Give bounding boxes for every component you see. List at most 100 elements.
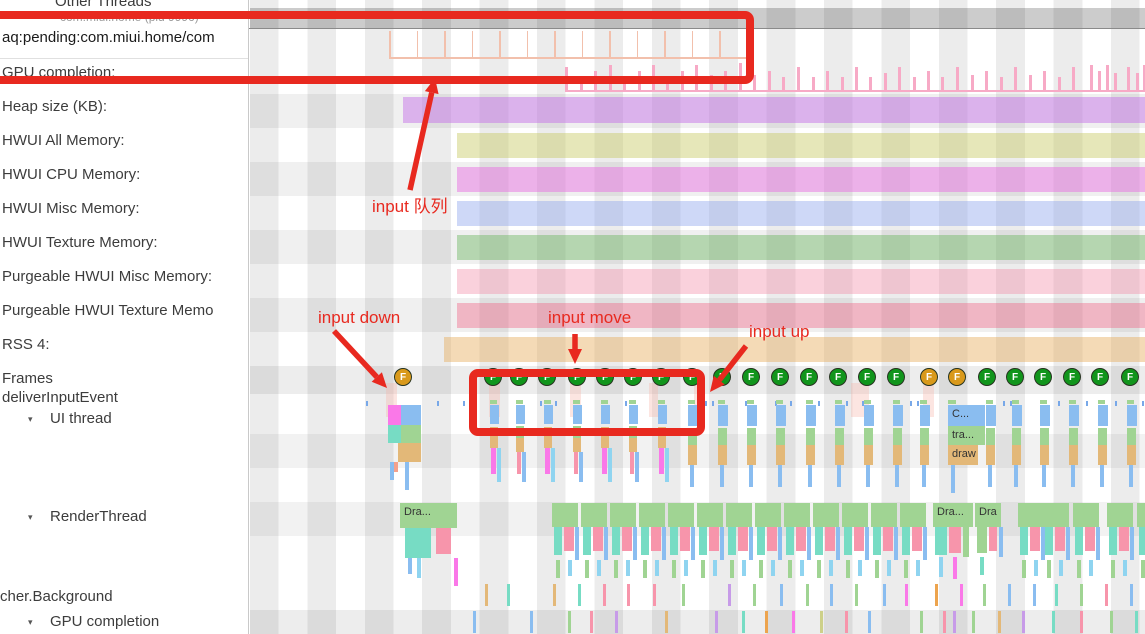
render-thread-slice[interactable] (858, 560, 862, 576)
render-thread-slice[interactable] (612, 527, 620, 555)
ui-thread-slice[interactable] (516, 426, 524, 438)
ui-thread-slice[interactable] (1127, 400, 1134, 404)
ui-thread-slice[interactable] (718, 400, 725, 404)
gpu-completion-tick[interactable] (812, 77, 815, 91)
ui-thread-slice[interactable] (690, 465, 694, 487)
render-thread-slice[interactable] (738, 527, 748, 551)
ui-thread-slice[interactable] (1040, 405, 1050, 426)
ui-thread-slice[interactable] (776, 405, 786, 426)
gpu-completion-tick[interactable] (739, 63, 742, 91)
render-thread-slice[interactable] (980, 557, 984, 575)
ui-thread-slice[interactable] (573, 438, 581, 452)
gpu-completion-thread-tick[interactable] (1022, 611, 1025, 633)
background-thread-tick[interactable] (806, 584, 809, 606)
ui-thread-slice[interactable] (516, 438, 524, 452)
collapse-triangle-icon[interactable]: ▾ (28, 617, 33, 627)
gpu-completion-tick[interactable] (609, 65, 612, 91)
render-thread-slice[interactable] (883, 527, 893, 551)
gpu-completion-tick[interactable] (1090, 65, 1093, 91)
render-thread-slice[interactable] (1077, 560, 1081, 578)
render-thread-slice[interactable] (842, 503, 868, 527)
ui-thread-slice[interactable] (1100, 465, 1104, 487)
track-label-other-threads[interactable]: Other Threads (55, 0, 152, 10)
gpu-completion-tick[interactable] (753, 75, 756, 91)
render-thread-slice[interactable] (1096, 527, 1100, 560)
gpu-completion-tick[interactable] (941, 77, 944, 91)
frame-marker-green[interactable]: F (538, 368, 556, 386)
render-thread-slice[interactable] (767, 527, 777, 551)
gpu-completion-tick[interactable] (1043, 71, 1046, 91)
ui-thread-slice[interactable]: C... (948, 405, 985, 426)
gpu-completion-tick[interactable] (724, 71, 727, 91)
render-thread-slice[interactable] (1055, 527, 1065, 551)
background-thread-tick[interactable] (905, 584, 908, 606)
aq-pending-tick[interactable] (416, 31, 418, 57)
render-thread-slice[interactable] (923, 527, 927, 560)
render-thread-slice[interactable] (1137, 503, 1145, 527)
ui-thread-slice[interactable] (574, 452, 578, 474)
track-label-heap-size[interactable]: Heap size (KB): (2, 98, 108, 115)
ui-thread-slice[interactable] (893, 445, 902, 465)
render-thread-slice[interactable] (939, 557, 943, 577)
input-event-tick[interactable] (818, 401, 820, 406)
gpu-completion-tick[interactable] (1114, 73, 1117, 91)
ui-thread-slice[interactable] (776, 445, 785, 465)
render-thread-slice[interactable] (604, 527, 608, 560)
render-thread-slice[interactable] (655, 560, 659, 576)
render-thread-slice[interactable] (581, 503, 607, 527)
ui-thread-slice[interactable] (835, 405, 845, 426)
ui-thread-slice[interactable] (544, 405, 553, 424)
gpu-completion-tick[interactable] (869, 77, 872, 91)
frame-marker-green[interactable]: F (742, 368, 760, 386)
ui-thread-slice[interactable] (808, 465, 812, 487)
render-thread-slice[interactable] (977, 527, 987, 553)
input-event-tick[interactable] (1115, 401, 1117, 406)
gpu-completion-tick[interactable] (710, 75, 713, 91)
render-thread-slice[interactable] (844, 527, 852, 555)
render-thread-slice[interactable] (728, 527, 736, 555)
gpu-completion-thread-tick[interactable] (615, 611, 618, 633)
background-thread-tick[interactable] (960, 584, 963, 606)
ui-thread-slice[interactable] (835, 445, 844, 465)
ui-thread-slice[interactable] (491, 448, 496, 474)
gpu-completion-tick[interactable] (1143, 65, 1145, 91)
render-thread-slice[interactable] (796, 527, 806, 551)
ui-thread-slice[interactable] (1071, 465, 1075, 487)
render-thread-slice[interactable] (1111, 560, 1115, 578)
ui-thread-slice[interactable] (747, 405, 757, 426)
input-event-tick[interactable] (862, 401, 864, 406)
render-thread-slice[interactable] (800, 560, 804, 576)
render-thread-slice[interactable] (684, 560, 688, 576)
ui-thread-slice[interactable] (1040, 400, 1047, 404)
ui-thread-slice[interactable] (490, 400, 497, 404)
ui-thread-slice[interactable] (718, 428, 727, 445)
render-thread-slice[interactable] (454, 558, 458, 586)
input-event-tick[interactable] (625, 401, 627, 406)
render-thread-slice[interactable] (575, 527, 579, 560)
track-label-gpu-completion-counter[interactable]: GPU completion: (2, 64, 116, 81)
ui-thread-slice[interactable] (401, 405, 421, 425)
render-thread-slice[interactable] (999, 527, 1003, 557)
ui-thread-slice[interactable] (776, 428, 785, 445)
render-thread-slice[interactable] (1018, 503, 1044, 527)
ui-thread-slice[interactable] (986, 405, 996, 426)
render-thread-slice[interactable] (829, 560, 833, 576)
render-thread-slice[interactable] (900, 503, 926, 527)
render-thread-slice[interactable] (815, 527, 823, 555)
ui-thread-slice[interactable] (388, 425, 401, 443)
ui-thread-slice[interactable] (778, 465, 782, 487)
ui-thread-slice[interactable] (516, 400, 523, 404)
render-thread-slice[interactable] (583, 527, 591, 555)
gpu-completion-tick[interactable] (1072, 67, 1075, 91)
ui-thread-slice[interactable] (601, 405, 610, 424)
frame-marker-green[interactable]: F (978, 368, 996, 386)
frame-marker-green[interactable]: F (713, 368, 731, 386)
ui-thread-slice[interactable] (602, 448, 607, 474)
render-thread-slice[interactable] (597, 560, 601, 576)
render-thread-slice[interactable] (680, 527, 690, 551)
background-thread-tick[interactable] (553, 584, 556, 606)
track-label-rss-4[interactable]: RSS 4: (2, 336, 50, 353)
ui-thread-slice[interactable] (390, 462, 394, 480)
render-thread-slice[interactable]: Dra... (400, 503, 457, 528)
render-thread-slice[interactable] (662, 527, 666, 560)
